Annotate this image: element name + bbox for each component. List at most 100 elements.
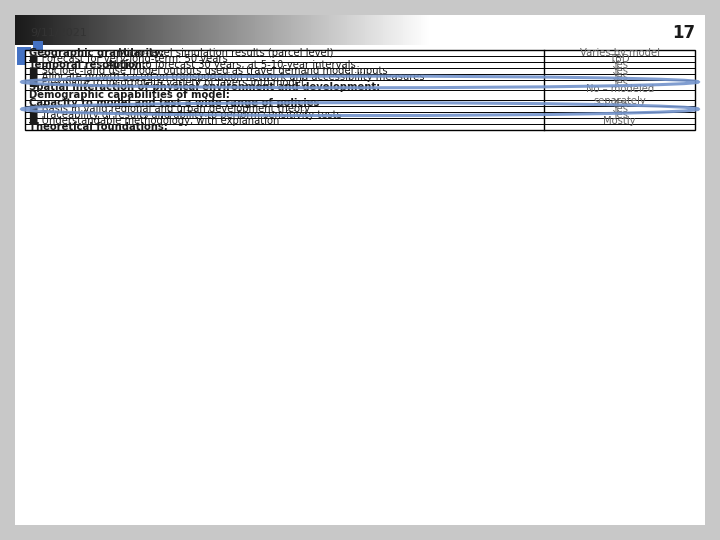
Text: Yes: Yes [611, 110, 628, 120]
Bar [147, 15, 149, 45]
Bar [211, 15, 213, 45]
Bar [691, 15, 693, 45]
Bar [177, 15, 179, 45]
Bar [285, 15, 287, 45]
Bar [159, 15, 161, 45]
Bar [621, 15, 623, 45]
Bar [161, 15, 163, 45]
Bar [243, 15, 245, 45]
Bar [627, 15, 629, 45]
Bar [511, 15, 513, 45]
Bar [667, 15, 669, 45]
Bar [181, 15, 183, 45]
Bar [553, 15, 555, 45]
Text: against: against [35, 90, 155, 116]
Bar [207, 15, 209, 45]
Bar [671, 15, 673, 45]
Bar [493, 15, 495, 45]
Bar [451, 15, 453, 45]
Bar [537, 15, 539, 45]
Bar [15, 15, 17, 45]
Bar [33, 41, 43, 53]
Bar [81, 15, 83, 45]
Bar [225, 15, 227, 45]
Text: 17: 17 [672, 24, 695, 42]
Bar [499, 15, 501, 45]
Bar [663, 15, 665, 45]
Bar [305, 15, 307, 45]
Bar [189, 15, 191, 45]
Text: No – modeled
separately: No – modeled separately [585, 84, 654, 106]
Bar [481, 15, 483, 45]
Bar [585, 15, 587, 45]
Bar [165, 15, 167, 45]
Bar [509, 15, 511, 45]
Bar [297, 15, 299, 45]
Bar [479, 15, 481, 45]
Bar [321, 15, 323, 45]
Bar [383, 15, 385, 45]
Bar [337, 15, 339, 45]
Bar [565, 15, 567, 45]
Bar [213, 15, 215, 45]
Bar [185, 15, 187, 45]
Bar [87, 15, 89, 45]
Bar [315, 15, 317, 45]
Text: Spatial interaction of physical environment and development:: Spatial interaction of physical environm… [29, 82, 380, 92]
Text: Geographic granularity:: Geographic granularity: [29, 48, 164, 58]
Bar [263, 15, 265, 45]
Bar [377, 15, 379, 45]
Bar [677, 15, 679, 45]
Bar [503, 15, 505, 45]
Bar [695, 15, 697, 45]
Bar [59, 15, 61, 45]
Bar [435, 15, 437, 45]
Bar [645, 15, 647, 45]
Bar [143, 15, 145, 45]
Bar [351, 15, 353, 45]
Bar [599, 15, 601, 45]
Bar [701, 15, 703, 45]
Bar [465, 15, 467, 45]
Bar [611, 15, 613, 45]
Bar [633, 15, 635, 45]
Bar [101, 15, 103, 45]
Bar [175, 15, 177, 45]
Bar [37, 15, 39, 45]
Text: ■ Understandable methodology, with explanation: ■ Understandable methodology, with expla… [29, 116, 279, 126]
Bar [567, 15, 569, 45]
Bar [141, 15, 143, 45]
Bar [113, 15, 115, 45]
Bar [277, 15, 279, 45]
Bar [283, 15, 285, 45]
Text: ■ Socioec-land use model outputs used as travel demand model inputs: ■ Socioec-land use model outputs used as… [29, 66, 387, 76]
Bar [649, 15, 651, 45]
Bar [43, 15, 45, 45]
Bar [99, 15, 101, 45]
Bar [233, 15, 235, 45]
Bar [151, 15, 153, 45]
Bar [281, 15, 283, 45]
Text: Yes: Yes [611, 60, 628, 70]
Bar [125, 15, 127, 45]
Bar [317, 15, 319, 45]
Bar [623, 15, 625, 45]
Bar [155, 15, 157, 45]
Text: Temporal resolution:: Temporal resolution: [29, 60, 146, 70]
Bar [323, 15, 325, 45]
Bar [461, 15, 463, 45]
Bar [17, 47, 31, 65]
Bar [63, 15, 65, 45]
Text: Yes: Yes [611, 78, 628, 87]
Bar [301, 15, 303, 45]
Bar [195, 15, 197, 45]
Bar [39, 15, 41, 45]
Bar [477, 15, 479, 45]
Bar [625, 15, 627, 45]
Text: Yes: Yes [611, 66, 628, 76]
Bar [415, 15, 417, 45]
Bar [513, 15, 515, 45]
Bar [319, 15, 321, 45]
Bar [643, 15, 645, 45]
Bar [445, 15, 447, 45]
